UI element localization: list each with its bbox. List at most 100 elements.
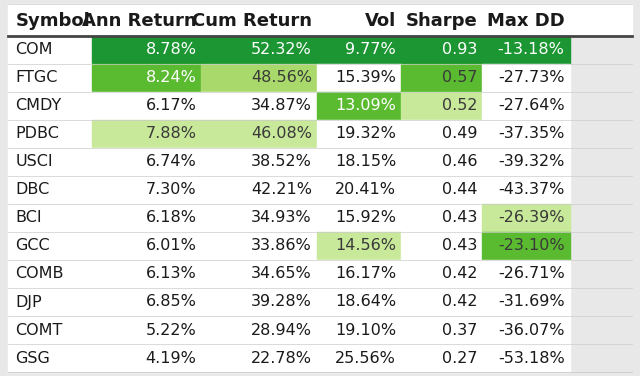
Bar [483, 36, 570, 64]
Bar [317, 176, 401, 204]
Bar [317, 92, 401, 120]
Text: Vol: Vol [365, 12, 396, 30]
Text: 0.42: 0.42 [442, 267, 477, 282]
Text: 0.52: 0.52 [442, 99, 477, 114]
Bar [202, 148, 317, 176]
Bar [202, 232, 317, 260]
Bar [8, 120, 92, 148]
Bar [202, 288, 317, 316]
Bar [483, 288, 570, 316]
Text: FTGC: FTGC [15, 71, 58, 85]
Bar [483, 260, 570, 288]
Text: USCI: USCI [15, 155, 53, 170]
Bar [202, 344, 317, 372]
Text: 25.56%: 25.56% [335, 350, 396, 365]
Bar [401, 288, 483, 316]
Bar [92, 288, 202, 316]
Text: 0.57: 0.57 [442, 71, 477, 85]
Text: 0.37: 0.37 [442, 323, 477, 338]
Bar [92, 344, 202, 372]
Bar [401, 36, 483, 64]
Text: -31.69%: -31.69% [498, 294, 564, 309]
Bar [401, 344, 483, 372]
Text: 19.32%: 19.32% [335, 126, 396, 141]
Text: 15.39%: 15.39% [335, 71, 396, 85]
Bar [92, 64, 202, 92]
Text: COMB: COMB [15, 267, 64, 282]
Bar [8, 4, 632, 36]
Text: 19.10%: 19.10% [335, 323, 396, 338]
Text: 18.64%: 18.64% [335, 294, 396, 309]
Bar [8, 36, 92, 64]
Text: 38.52%: 38.52% [251, 155, 312, 170]
Bar [8, 316, 92, 344]
Text: 15.92%: 15.92% [335, 211, 396, 226]
Text: 42.21%: 42.21% [251, 182, 312, 197]
Text: COM: COM [15, 42, 53, 58]
Text: 0.42: 0.42 [442, 294, 477, 309]
Text: 0.49: 0.49 [442, 126, 477, 141]
Bar [202, 316, 317, 344]
Text: Sharpe: Sharpe [406, 12, 477, 30]
Bar [92, 148, 202, 176]
Bar [401, 260, 483, 288]
Text: 6.13%: 6.13% [146, 267, 196, 282]
Text: 52.32%: 52.32% [251, 42, 312, 58]
Bar [317, 316, 401, 344]
Bar [92, 204, 202, 232]
Bar [8, 232, 92, 260]
Bar [92, 316, 202, 344]
Text: 28.94%: 28.94% [251, 323, 312, 338]
Text: 0.46: 0.46 [442, 155, 477, 170]
Text: 34.87%: 34.87% [251, 99, 312, 114]
Text: 6.74%: 6.74% [146, 155, 196, 170]
Bar [401, 176, 483, 204]
Bar [317, 344, 401, 372]
Text: COMT: COMT [15, 323, 63, 338]
Text: 7.88%: 7.88% [145, 126, 196, 141]
Bar [401, 316, 483, 344]
Bar [401, 64, 483, 92]
Bar [401, 232, 483, 260]
Bar [483, 232, 570, 260]
Bar [202, 176, 317, 204]
Bar [8, 148, 92, 176]
Text: 6.85%: 6.85% [145, 294, 196, 309]
Text: 20.41%: 20.41% [335, 182, 396, 197]
Bar [92, 260, 202, 288]
Bar [92, 92, 202, 120]
Text: 48.56%: 48.56% [251, 71, 312, 85]
Text: -23.10%: -23.10% [498, 238, 564, 253]
Bar [317, 36, 401, 64]
Bar [8, 260, 92, 288]
Text: 33.86%: 33.86% [251, 238, 312, 253]
Text: 34.65%: 34.65% [251, 267, 312, 282]
Bar [317, 288, 401, 316]
Text: 8.78%: 8.78% [145, 42, 196, 58]
Bar [317, 260, 401, 288]
Text: 22.78%: 22.78% [251, 350, 312, 365]
Text: 39.28%: 39.28% [251, 294, 312, 309]
Bar [401, 92, 483, 120]
Text: Cum Return: Cum Return [192, 12, 312, 30]
Bar [92, 232, 202, 260]
Text: PDBC: PDBC [15, 126, 60, 141]
Text: -26.71%: -26.71% [498, 267, 564, 282]
Bar [483, 176, 570, 204]
Text: 18.15%: 18.15% [335, 155, 396, 170]
Bar [483, 120, 570, 148]
Text: 13.09%: 13.09% [335, 99, 396, 114]
Text: CMDY: CMDY [15, 99, 61, 114]
Text: GCC: GCC [15, 238, 50, 253]
Text: 46.08%: 46.08% [251, 126, 312, 141]
Bar [202, 120, 317, 148]
Bar [202, 92, 317, 120]
Bar [401, 120, 483, 148]
Bar [202, 204, 317, 232]
Text: Max DD: Max DD [487, 12, 564, 30]
Text: DBC: DBC [15, 182, 50, 197]
Text: -37.35%: -37.35% [498, 126, 564, 141]
Text: -13.18%: -13.18% [498, 42, 564, 58]
Bar [317, 120, 401, 148]
Bar [92, 36, 202, 64]
